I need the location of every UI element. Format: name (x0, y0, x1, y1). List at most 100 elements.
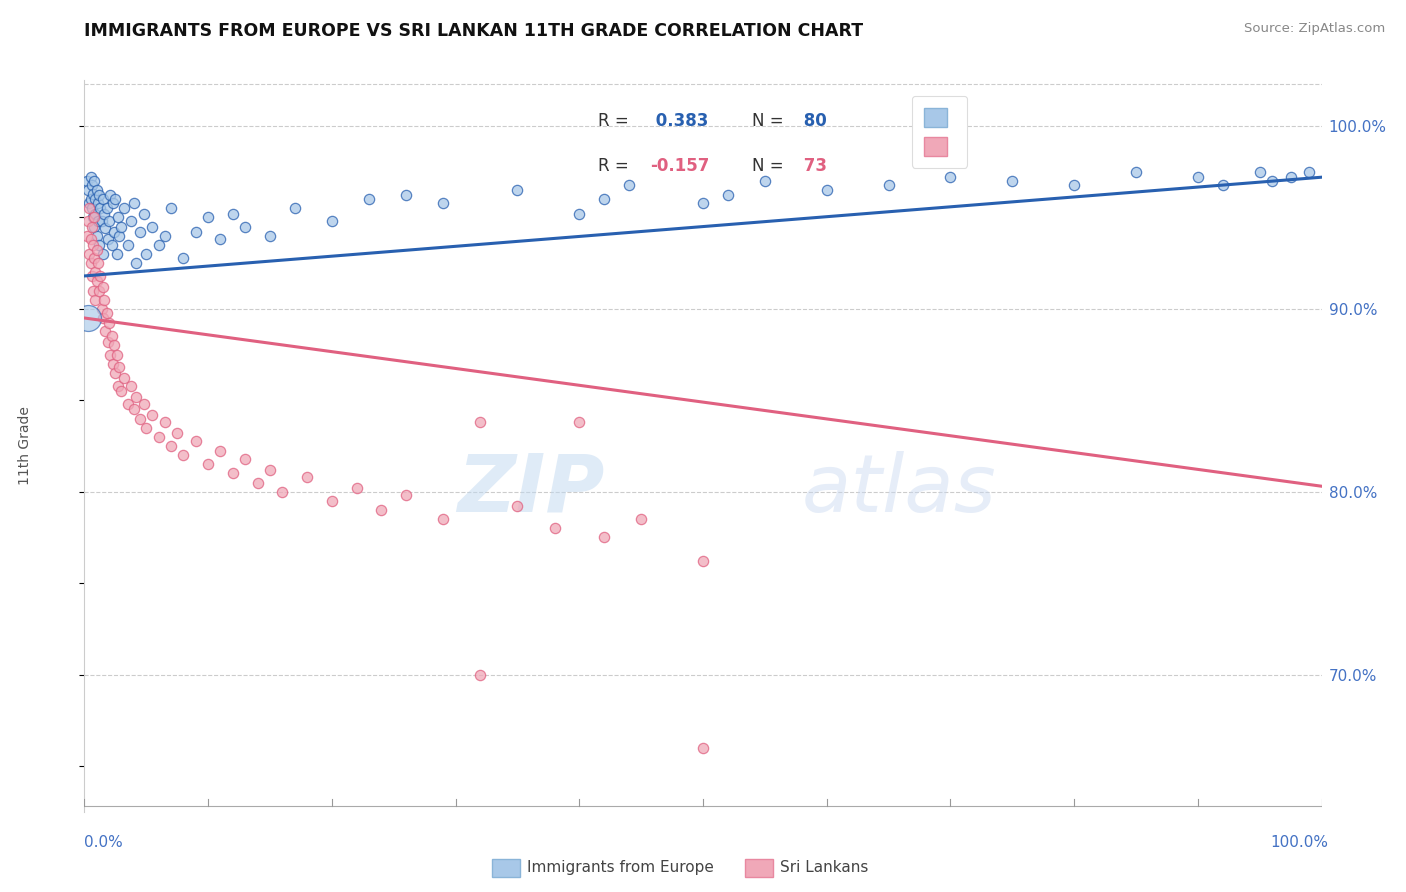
Point (108, 228, 131, 243)
Point (89, 237, 111, 252)
Text: R =: R = (598, 157, 634, 175)
Point (939, 170, 962, 185)
Point (141, 408, 163, 422)
Point (79, 256, 101, 270)
Point (135, 420, 157, 434)
Point (89, 268, 111, 283)
Point (370, 503, 392, 517)
Point (98, 347, 121, 362)
Point (593, 530, 616, 544)
Point (82, 284, 104, 298)
Point (321, 493, 343, 508)
Point (295, 470, 318, 484)
Legend: , : , (912, 96, 967, 168)
Point (84, 192, 107, 206)
Point (97, 334, 120, 349)
Point (98, 317, 121, 331)
Point (117, 237, 139, 252)
Point (357, 192, 380, 206)
Point (83, 211, 105, 225)
Point (1187, 170, 1209, 185)
Point (96, 305, 118, 319)
Point (877, 178, 900, 192)
Point (1001, 174, 1024, 188)
Point (89, 188, 111, 202)
Point (90, 301, 112, 316)
Point (89, 284, 111, 298)
Point (93, 293, 115, 307)
Point (79, 247, 101, 261)
Text: Source: ZipAtlas.com: Source: ZipAtlas.com (1244, 22, 1385, 36)
Point (120, 214, 142, 228)
Point (172, 448, 194, 462)
Point (107, 211, 129, 225)
Point (110, 384, 132, 399)
Point (82, 211, 104, 225)
Point (112, 371, 135, 385)
Point (129, 225, 152, 239)
Point (101, 195, 124, 210)
Point (1125, 164, 1147, 178)
Point (568, 207, 591, 221)
Point (593, 192, 616, 206)
Point (83, 251, 105, 265)
Point (132, 397, 155, 411)
Point (122, 195, 145, 210)
Point (160, 439, 183, 453)
Text: 100.0%: 100.0% (1271, 836, 1329, 850)
Point (86, 228, 108, 243)
Point (209, 232, 232, 246)
Point (815, 183, 838, 197)
Point (153, 228, 176, 243)
Point (98, 188, 121, 202)
Point (80, 219, 103, 234)
Point (100, 237, 122, 252)
Text: IMMIGRANTS FROM EUROPE VS SRI LANKAN 11TH GRADE CORRELATION CHART: IMMIGRANTS FROM EUROPE VS SRI LANKAN 11T… (84, 22, 863, 40)
Point (153, 415, 176, 429)
Point (184, 434, 207, 448)
Point (80, 268, 103, 283)
Text: -0.157: -0.157 (650, 157, 709, 175)
Text: 0.383: 0.383 (650, 112, 709, 130)
Point (89, 201, 111, 215)
Point (91, 247, 114, 261)
Point (91, 192, 114, 206)
Point (470, 415, 492, 429)
Point (84, 265, 107, 279)
Point (184, 225, 207, 239)
Point (568, 415, 591, 429)
Point (148, 237, 170, 252)
Point (76, 174, 98, 188)
Point (166, 426, 188, 441)
Point (90, 214, 112, 228)
Point (754, 174, 776, 188)
Point (470, 667, 492, 681)
Point (692, 195, 714, 210)
Point (107, 378, 129, 392)
Point (79, 195, 101, 210)
Point (101, 357, 124, 371)
Point (630, 512, 652, 526)
Point (321, 214, 343, 228)
Point (197, 211, 219, 225)
Point (506, 500, 529, 514)
Text: 11th Grade: 11th Grade (18, 407, 32, 485)
Point (135, 247, 157, 261)
Text: N =: N = (752, 112, 789, 130)
Point (77, 214, 100, 228)
Point (97, 232, 120, 246)
Point (222, 207, 245, 221)
Point (125, 390, 148, 404)
Point (80, 178, 103, 192)
Point (79, 170, 101, 185)
Point (103, 225, 125, 239)
Point (105, 247, 128, 261)
Point (395, 188, 418, 202)
Point (91, 280, 114, 294)
Point (79, 201, 101, 215)
Point (432, 195, 454, 210)
Point (82, 237, 104, 252)
Point (395, 488, 418, 502)
Point (120, 378, 142, 392)
Point (79, 192, 101, 206)
